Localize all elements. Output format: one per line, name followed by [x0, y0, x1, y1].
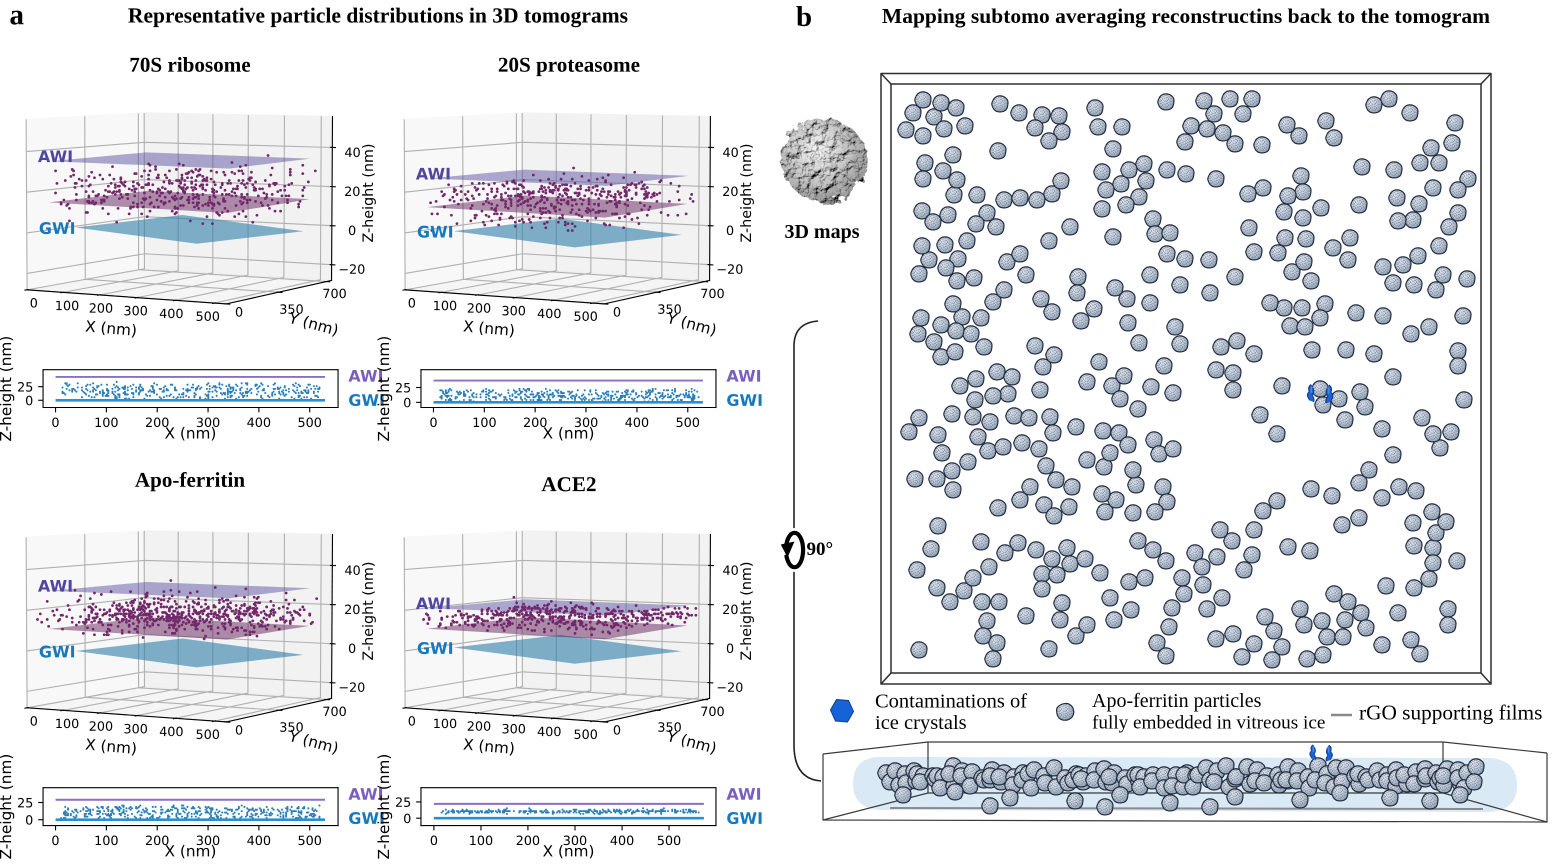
svg-text:Apo-ferritin particles: Apo-ferritin particles — [1092, 690, 1262, 712]
svg-text:3D maps: 3D maps — [784, 221, 859, 243]
svg-text:ice crystals: ice crystals — [875, 712, 967, 734]
svg-text:Contaminations of: Contaminations of — [875, 691, 1027, 713]
svg-text:fully embedded in vitreous ice: fully embedded in vitreous ice — [1092, 713, 1325, 734]
svg-text:rGO supporting films: rGO supporting films — [1359, 701, 1542, 725]
svg-text:90°: 90° — [807, 539, 834, 560]
svg-text:b: b — [796, 1, 812, 33]
svg-text:Mapping subtomo averaging reco: Mapping subtomo averaging reconstructins… — [882, 4, 1490, 28]
